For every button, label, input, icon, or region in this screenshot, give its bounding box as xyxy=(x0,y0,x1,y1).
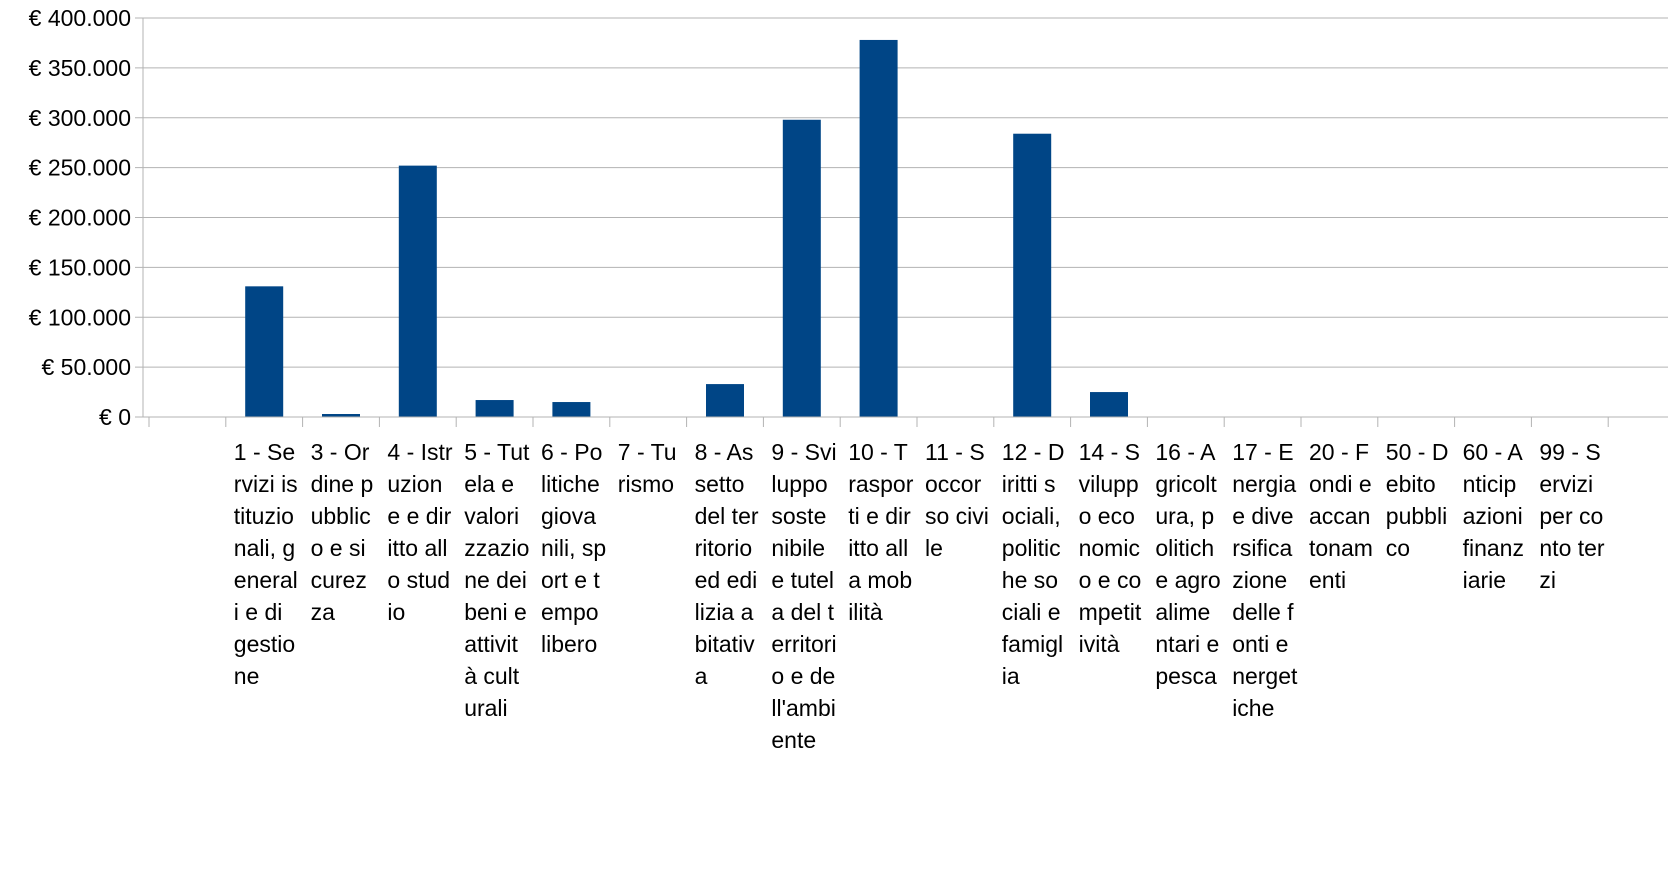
y-tick-label: € 400.000 xyxy=(29,5,131,31)
y-axis-ticks: € 0 € 50.000 € 100.000 € 150.000 € 200.000 € … xyxy=(29,5,131,430)
bar xyxy=(706,384,744,417)
y-tick-label: € 50.000 xyxy=(41,354,131,380)
y-tick-label: € 200.000 xyxy=(29,205,131,231)
x-tick-label: 16 - Agricoltura, politiche agroalimenta… xyxy=(1155,439,1221,689)
bar xyxy=(398,165,437,417)
y-tick-label: € 250.000 xyxy=(29,155,131,181)
x-tick-label: 50 - Debito pubblico xyxy=(1385,439,1449,561)
x-tick-label: 7 - Turismo xyxy=(617,439,677,497)
x-tick-label: 14 - Sviluppo economico e competitività xyxy=(1078,439,1142,657)
axes xyxy=(142,18,1668,427)
x-tick-label: 1 - Servizi istituzionali, generali e di… xyxy=(233,439,298,689)
bars xyxy=(245,39,1128,418)
x-tick-label: 11 - Soccorso civile xyxy=(925,439,989,561)
x-tick-label: 17 - Energia e diversificazione delle fo… xyxy=(1232,439,1298,721)
y-tick-label: € 100.000 xyxy=(29,304,131,330)
x-tick-label: 10 - Trasporti e diritto alla mobilità xyxy=(848,439,914,625)
x-tick-label: 3 - Ordine pubblico e sicurezza xyxy=(310,439,374,625)
x-tick-label: 8 - Assetto del territorio ed edilizia a… xyxy=(694,439,759,689)
y-tick-label: € 350.000 xyxy=(29,55,131,81)
y-tick-label: € 300.000 xyxy=(29,105,131,131)
bar xyxy=(1013,133,1052,417)
x-tick-label: 20 - Fondi e accantonamenti xyxy=(1309,439,1373,593)
x-tick-label: 5 - Tutela e valorizzazione dei beni e a… xyxy=(464,439,530,721)
bar xyxy=(552,402,591,417)
x-tick-label: 4 - Istruzione e diritto allo studio xyxy=(387,439,453,625)
bar xyxy=(782,119,821,418)
y-tick-label: € 150.000 xyxy=(29,254,131,280)
bar xyxy=(1090,392,1128,417)
x-tick-label: 99 - Servizi per conto terzi xyxy=(1539,439,1605,593)
x-tick-label: 12 - Diritti sociali, politiche sociali … xyxy=(1001,439,1065,689)
bar xyxy=(475,400,514,417)
x-tick-label: 6 - Politiche giovanili, sport e tempo l… xyxy=(541,439,607,657)
x-tick-label: 60 - Anticipazioni finanziarie xyxy=(1462,439,1524,593)
grid-lines xyxy=(135,17,1668,418)
bar xyxy=(859,39,898,417)
x-tick-label: 9 - Sviluppo sostenibile e tutela del te… xyxy=(771,439,837,753)
bar xyxy=(322,414,360,417)
bar xyxy=(245,286,284,417)
y-tick-label: € 0 xyxy=(99,404,131,430)
